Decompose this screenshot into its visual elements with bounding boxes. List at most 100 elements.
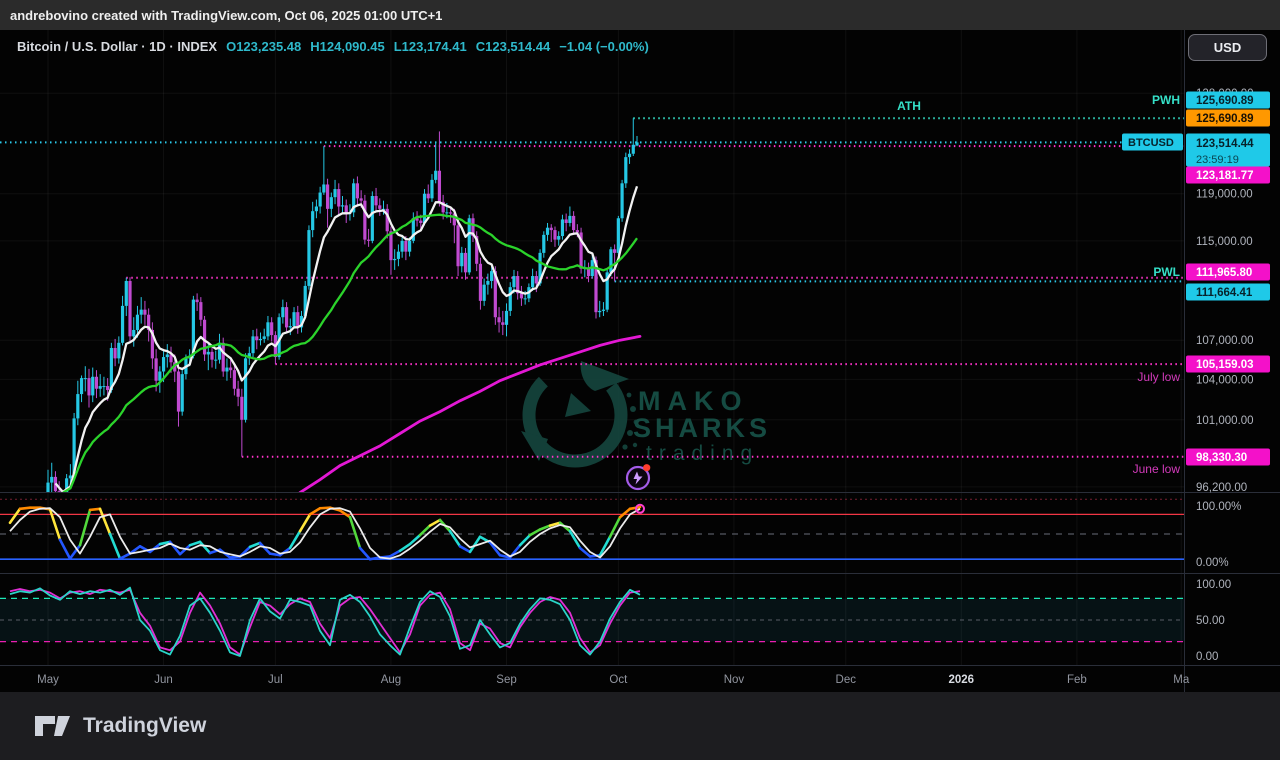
stoch-rainbow-segment <box>448 529 462 548</box>
candle-body <box>378 205 382 209</box>
candle-body <box>445 212 449 214</box>
candle-body <box>46 482 50 492</box>
month-label[interactable]: Oct <box>609 674 628 686</box>
tradingview-brand-text[interactable]: TradingView <box>83 714 207 737</box>
price-badge-text: 105,159.03 <box>1196 359 1254 371</box>
candle-body <box>594 260 598 313</box>
candle-body <box>299 315 304 328</box>
time-scale-drag-area[interactable] <box>0 665 1184 692</box>
candle-body <box>232 370 236 389</box>
month-label[interactable]: Sep <box>496 674 516 686</box>
candle-body <box>206 351 210 355</box>
stoch-rainbow-segment <box>598 535 612 557</box>
axis-price-label: 96,200.00 <box>1196 482 1247 494</box>
price-badge-text: 125,690.89 <box>1196 95 1254 107</box>
candle-body <box>545 227 550 235</box>
candle-body <box>128 280 132 337</box>
stoch-rainbow-segment <box>8 507 22 525</box>
footer-bar: TradingView <box>0 692 1280 760</box>
stoch-rainbow-segment <box>588 553 602 558</box>
candle-body <box>557 236 561 240</box>
candle-body <box>512 276 516 288</box>
axis-price-label: 101,000.00 <box>1196 415 1254 427</box>
sma-200-line <box>298 335 642 492</box>
candle-body <box>79 378 84 395</box>
candle-body <box>363 200 367 240</box>
candle-body <box>497 317 501 323</box>
stoch-end-marker <box>635 503 645 514</box>
stoch-rainbow-segment <box>358 546 372 561</box>
price-badge-text: 111,664.41 <box>1196 287 1253 299</box>
candle-body <box>393 258 397 261</box>
candle-body <box>147 314 151 330</box>
stoch-rainbow-segment <box>578 546 592 558</box>
candle-body <box>624 157 628 184</box>
candle-body <box>560 219 565 237</box>
month-label[interactable]: Feb <box>1067 674 1087 686</box>
axis-rsi-label: 50.00 <box>1196 615 1225 627</box>
candle-body <box>463 252 468 273</box>
price-pane <box>0 117 1184 492</box>
level-label: ATH <box>897 99 921 113</box>
candle-body <box>94 376 99 389</box>
stoch-rainbow-segment <box>488 541 502 557</box>
tradingview-logo-icon[interactable] <box>34 714 72 738</box>
candle-body <box>106 386 110 391</box>
month-label[interactable]: Jul <box>268 674 283 686</box>
candle-body <box>601 309 606 311</box>
candle-body <box>143 309 147 315</box>
month-label[interactable]: Ma <box>1173 674 1190 686</box>
candle-body <box>340 205 345 207</box>
price-badge-text: 111,965.80 <box>1196 267 1252 279</box>
currency-usd-button[interactable]: USD <box>1188 34 1267 61</box>
month-label[interactable]: Dec <box>836 674 857 686</box>
candle-body <box>288 326 292 328</box>
stoch-rainbow-segment <box>308 506 322 516</box>
sma-mid-line <box>62 213 638 492</box>
candle-body <box>411 218 415 241</box>
candle-body <box>322 184 326 193</box>
month-label[interactable]: Nov <box>724 674 745 686</box>
month-label[interactable]: 2026 <box>949 674 975 686</box>
level-label: PWH <box>1152 93 1180 107</box>
candle-body <box>307 230 311 286</box>
candle-body <box>165 354 169 358</box>
symbol-chip <box>1122 133 1183 151</box>
stoch-rainbow-segment <box>288 529 302 550</box>
stoch-rainbow-segment <box>248 541 262 549</box>
candle-body <box>534 276 538 284</box>
month-label[interactable]: Jun <box>154 674 173 686</box>
candle-body <box>407 240 412 252</box>
stochastic-pane <box>0 498 1184 561</box>
candle-body <box>441 201 445 213</box>
candle-body <box>318 192 322 207</box>
attribution-text: andrebovino created with TradingView.com… <box>10 7 443 23</box>
candle-body <box>426 193 430 199</box>
candle-body <box>415 218 419 221</box>
level-label: PWL <box>1153 265 1180 279</box>
candle-body <box>191 299 195 356</box>
lightning-bolt-icon <box>633 471 643 485</box>
stoch-rainbow-segment <box>18 506 32 511</box>
candle-body <box>400 240 404 252</box>
month-label[interactable]: May <box>37 674 59 686</box>
candle-body <box>225 367 229 372</box>
ohlc-low: L123,174.41 <box>393 39 467 54</box>
axis-price-label: 119,000.00 <box>1196 189 1253 201</box>
stoch-rainbow-segment <box>68 543 82 560</box>
candle-body <box>490 271 494 281</box>
stoch-rainbow-segment <box>528 528 542 537</box>
candle-body <box>113 347 117 359</box>
price-change: −1.04 (−0.00%) <box>559 39 649 54</box>
month-label[interactable]: Aug <box>381 674 401 686</box>
price-scale-drag-area[interactable] <box>1184 30 1280 665</box>
lightning-button[interactable] <box>625 464 651 491</box>
candle-body <box>124 280 128 306</box>
stoch-rainbow-segment <box>468 535 482 554</box>
stoch-rainbow-segment <box>158 540 172 546</box>
stoch-rainbow-segment <box>498 553 512 559</box>
candle-body <box>389 231 393 261</box>
